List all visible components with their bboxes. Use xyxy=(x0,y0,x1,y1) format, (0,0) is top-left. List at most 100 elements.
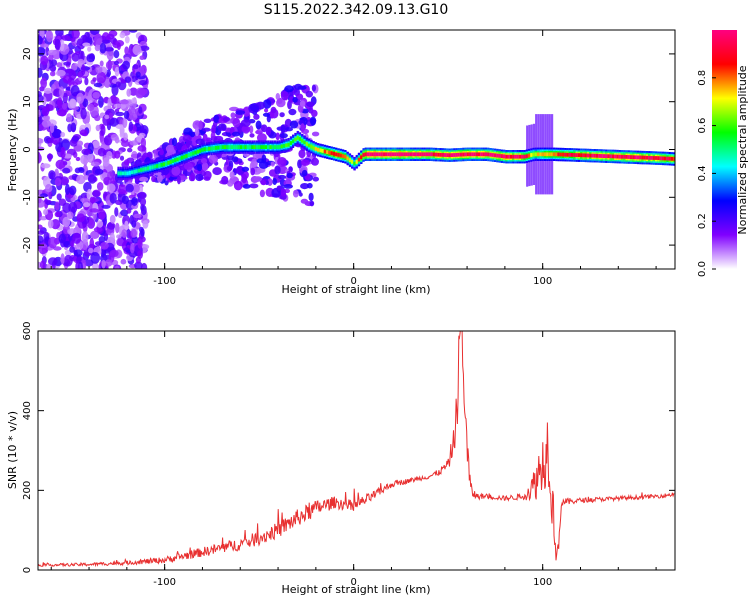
heatmap-noise-blob xyxy=(56,69,66,77)
heatmap-noise-blob xyxy=(60,253,65,265)
heatmap-noise-blob xyxy=(71,52,80,62)
heatmap-noise-blob xyxy=(54,201,60,211)
heatmap-ridge-cell xyxy=(566,152,569,157)
heatmap-ridge-cell xyxy=(673,157,675,161)
heatmap-cone-blob xyxy=(157,174,163,183)
heatmap-noise-blob xyxy=(80,197,90,203)
heatmap-noise-blob xyxy=(116,42,121,50)
heatmap-noise-blob xyxy=(82,98,89,108)
heatmap-noise-blob xyxy=(100,124,106,136)
heatmap-noise-blob xyxy=(133,213,142,219)
heatmap-noise-blob xyxy=(89,237,95,250)
heatmap-ridge-cell xyxy=(357,157,360,162)
heatmap-ridge-cell xyxy=(373,152,376,157)
heatmap-cone-blob xyxy=(308,192,314,202)
heatmap-ridge-cell xyxy=(133,169,136,174)
heatmap-noise-blob xyxy=(84,77,89,86)
heatmap-cone-blob xyxy=(203,118,212,124)
heatmap-noise-blob xyxy=(124,76,132,83)
heatmap-cone-blob xyxy=(272,178,278,185)
heatmap-noise-blob xyxy=(135,71,141,78)
heatmap-ridge-cell xyxy=(605,154,608,159)
heatmap-ridge-cell xyxy=(280,144,283,149)
heatmap-noise-blob xyxy=(55,159,66,170)
heatmap-noise-blob xyxy=(104,47,114,52)
heatmap-noise-blob xyxy=(92,77,97,82)
heatmap-ridge-cell xyxy=(484,152,487,157)
heatmap-noise-blob xyxy=(131,97,137,104)
heatmap-cone-blob xyxy=(292,96,298,103)
snr-xlabel: Height of straight line (km) xyxy=(281,583,430,596)
heatmap-cone-blob xyxy=(151,175,156,183)
heatmap-ridge-cell xyxy=(657,156,660,160)
heatmap-ridge-cell xyxy=(217,145,220,150)
heatmap-noise-blob xyxy=(42,119,51,128)
heatmap-cone-blob xyxy=(278,174,286,180)
heatmap-noise-blob xyxy=(38,151,41,163)
heatmap-cone-blob xyxy=(191,137,198,147)
heatmap-noise-blob xyxy=(124,46,129,55)
heatmap-ridge-cell xyxy=(244,145,247,149)
heatmap-ridge-cell xyxy=(264,145,267,149)
heatmap-noise-blob xyxy=(120,209,129,217)
heatmap-ridge-cell xyxy=(394,152,397,157)
heatmap-ridge-cell xyxy=(571,153,574,157)
heatmap-noise-blob xyxy=(57,97,63,109)
heatmap-noise-blob xyxy=(104,114,110,120)
heatmap-ridge-cell xyxy=(469,152,472,157)
heatmap-cone-blob xyxy=(277,157,287,167)
heatmap-ridge-cell xyxy=(278,145,281,149)
heatmap-ridge-cell xyxy=(124,171,127,176)
heatmap-ridge-cell xyxy=(174,158,177,163)
heatmap-ridge-cell xyxy=(555,152,558,157)
heatmap-ridge-cell xyxy=(505,154,508,159)
heatmap-cone-blob xyxy=(223,116,230,122)
heatmap-noise-blob xyxy=(40,260,46,269)
heatmap-ridge-cell xyxy=(366,152,370,157)
heatmap-ridge-cell xyxy=(614,154,617,159)
heatmap-noise-blob xyxy=(132,44,142,56)
heatmap-noise-blob xyxy=(107,97,112,110)
heatmap-noise-blob xyxy=(132,184,140,193)
heatmap-ridge-cell xyxy=(661,156,664,161)
heatmap-ridge-cell xyxy=(355,160,358,164)
heatmap-cone-blob xyxy=(202,133,208,142)
heatmap-ridge-cell xyxy=(214,146,218,150)
heatmap-ridge-cell xyxy=(634,155,637,160)
heatmap-noise-blob xyxy=(78,167,85,173)
heatmap-noise-blob xyxy=(128,121,134,132)
snr-frame xyxy=(37,330,676,571)
heatmap-cone-blob xyxy=(190,172,196,181)
heatmap-ridge-cell xyxy=(339,153,342,158)
heatmap-ridge-cell xyxy=(119,171,122,176)
heatmap-ridge-cell xyxy=(582,153,585,158)
heatmap-noise-blob xyxy=(47,219,54,229)
heatmap-noise-blob xyxy=(124,159,130,166)
heatmap-ridge-cell xyxy=(575,153,578,157)
heatmap-cone-blob xyxy=(259,189,265,198)
heatmap-ridge-cell xyxy=(332,151,336,156)
heatmap-ridge-cell xyxy=(142,167,145,172)
heatmap-noise-blob xyxy=(60,146,66,159)
heatmap-noise-blob xyxy=(94,114,101,122)
heatmap-noise-blob xyxy=(67,211,74,220)
heatmap-noise-blob xyxy=(48,236,58,249)
heatmap-ridge-cell xyxy=(641,155,644,160)
heatmap-noise-blob xyxy=(109,214,116,224)
heatmap-ridge-cell xyxy=(203,147,206,152)
heatmap-noise-blob xyxy=(38,137,43,144)
heatmap-ridge-cell xyxy=(362,153,365,157)
heatmap-noise-blob xyxy=(119,155,125,161)
heatmap-noise-blob xyxy=(54,38,61,50)
heatmap-ridge-cell xyxy=(546,152,549,157)
heatmap-noise-blob xyxy=(70,240,75,248)
heatmap-ridge-cell xyxy=(407,152,410,157)
heatmap-ridge-cell xyxy=(562,152,565,157)
heatmap-ridge-cell xyxy=(391,152,394,157)
heatmap-noise-blob xyxy=(106,151,113,160)
heatmap-cone-blob xyxy=(139,176,149,182)
snr-panel: -100 0 100 0 200 400 600 Height of straight li… xyxy=(6,321,676,596)
heatmap-noise-blob xyxy=(92,140,100,149)
heatmap-noise-blob xyxy=(69,185,77,196)
heatmap-cone-blob xyxy=(306,182,313,189)
